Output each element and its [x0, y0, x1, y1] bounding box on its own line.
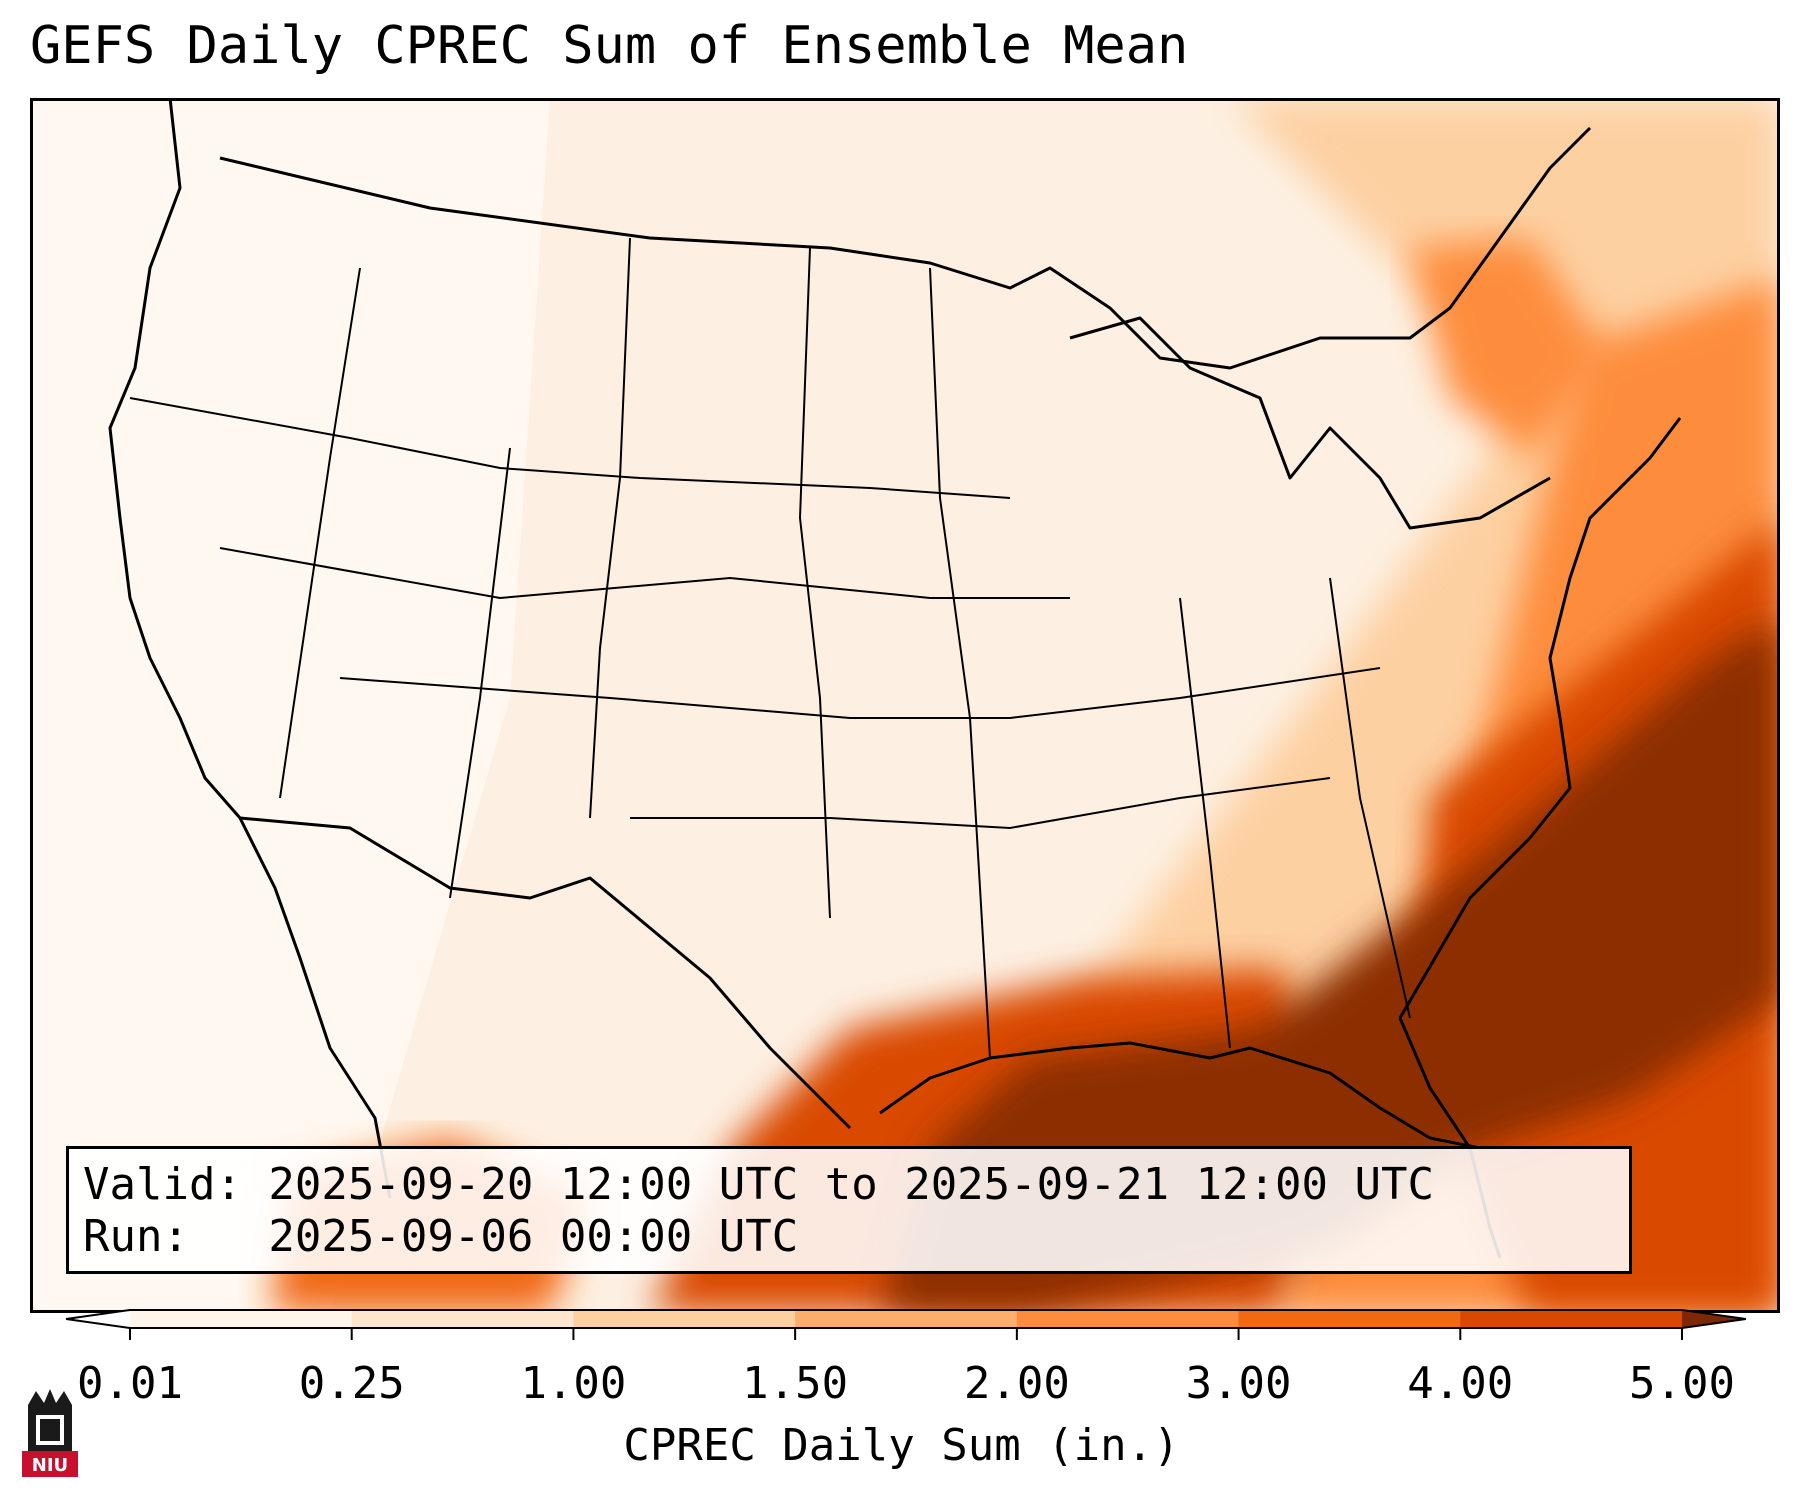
colorbar-tick-label: 1.00: [520, 1358, 627, 1409]
border-us-mexico: [239, 816, 852, 1130]
colorbar-segment: [1460, 1310, 1683, 1328]
state-lines-10: [1179, 597, 1231, 1049]
state-lines-9: [929, 267, 991, 1059]
colorbar-tick-label: 0.25: [298, 1358, 405, 1409]
great-lakes: [1069, 316, 1551, 530]
colorbar-segment: [130, 1310, 353, 1328]
logo-text: NIU: [32, 1455, 68, 1476]
state-lines-8: [798, 247, 831, 919]
state-lines-5: [279, 267, 361, 799]
colorbar-tick-label: 1.50: [742, 1358, 849, 1409]
state-lines-7: [589, 237, 631, 819]
state-lines-1: [129, 397, 1011, 499]
precip-field-west: [30, 98, 550, 1313]
coastline-gulf: [879, 1041, 1481, 1150]
colorbar-tick-label: 3.00: [1185, 1358, 1292, 1409]
colorbar-segment: [1238, 1310, 1461, 1328]
state-lines-11: [1329, 577, 1411, 1019]
page-title: GEFS Daily CPREC Sum of Ensemble Mean: [30, 16, 1189, 76]
colorbar-segment: [1016, 1310, 1240, 1328]
colorbar-tick-label: 4.00: [1407, 1358, 1514, 1409]
state-lines-3: [339, 667, 1381, 719]
niu-logo: NIU: [22, 1389, 78, 1477]
precip-map: [30, 98, 1780, 1313]
colorbar-segment: [573, 1310, 796, 1328]
state-lines-2: [219, 547, 1070, 600]
coastline-west: [108, 98, 392, 1199]
colorbar-under-arrow: [66, 1310, 130, 1328]
colorbar-over-arrow: [1682, 1310, 1746, 1328]
colorbar-tick-label: 0.01: [77, 1358, 183, 1409]
colorbar-segment: [351, 1310, 574, 1328]
valid-run-info-box: Valid: 2025-09-20 12:00 UTC to 2025-09-2…: [66, 1146, 1632, 1274]
coastline-east: [1398, 417, 1682, 1019]
colorbar-segment: [795, 1310, 1018, 1328]
run-time-line: Run: 2025-09-06 00:00 UTC: [83, 1211, 799, 1262]
state-lines-4: [630, 777, 1331, 830]
valid-time-line: Valid: 2025-09-20 12:00 UTC to 2025-09-2…: [83, 1159, 1435, 1210]
border-canada-us: [219, 126, 1592, 370]
state-lines-6: [449, 447, 511, 899]
colorbar: [66, 1309, 1746, 1340]
colorbar-tick-label: 5.00: [1629, 1358, 1735, 1409]
precip-field-max: [880, 618, 1780, 1313]
colorbar-label: CPREC Daily Sum (in.): [623, 1420, 1180, 1471]
colorbar-tick-label: 2.00: [963, 1358, 1070, 1409]
